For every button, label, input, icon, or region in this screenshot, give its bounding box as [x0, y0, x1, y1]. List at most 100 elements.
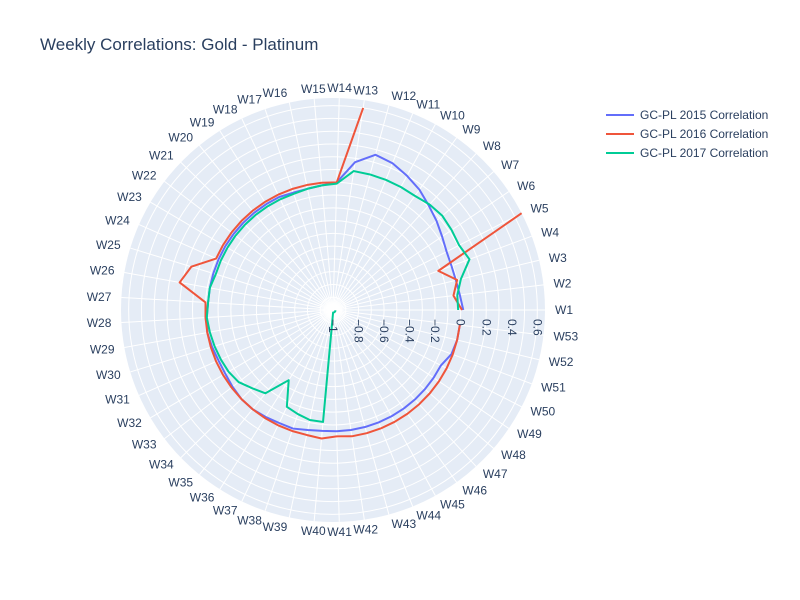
- angular-gridline: [150, 201, 334, 311]
- angular-tick-label: W14: [327, 81, 352, 95]
- angular-tick-label: W34: [149, 458, 174, 472]
- series-line: [178, 107, 523, 440]
- angular-tick-label: W22: [132, 168, 157, 182]
- angular-tick-label: W40: [301, 524, 326, 538]
- angular-tick-label: W4: [541, 226, 559, 240]
- angular-gridline: [121, 296, 334, 311]
- legend-item: GC-PL 2016 Correlation: [606, 127, 768, 141]
- angular-tick-label: W29: [90, 342, 115, 356]
- angular-tick-label: W32: [117, 416, 142, 430]
- angular-gridline: [332, 309, 540, 361]
- angular-tick-label: W16: [263, 86, 288, 100]
- angular-tick-label: W24: [105, 214, 130, 228]
- legend-label: GC-PL 2016 Correlation: [640, 127, 768, 141]
- angular-tick-label: W33: [132, 438, 157, 452]
- legend-item: GC-PL 2017 Correlation: [606, 146, 768, 160]
- angular-gridline: [150, 309, 334, 419]
- series-line: [205, 170, 471, 423]
- angular-gridline: [121, 309, 334, 324]
- angular-tick-label: W21: [149, 148, 174, 162]
- angular-gridline: [332, 309, 494, 449]
- angular-gridline: [332, 309, 457, 483]
- angular-gridline: [124, 272, 334, 311]
- angular-tick-label: W47: [483, 467, 508, 481]
- angular-gridline: [332, 259, 540, 311]
- angular-gridline: [332, 309, 390, 515]
- angular-tick-label: W44: [416, 509, 441, 523]
- angular-tick-label: W26: [90, 264, 115, 278]
- angular-gridline: [124, 309, 334, 348]
- angular-tick-label: W10: [440, 109, 465, 123]
- angular-gridline: [332, 100, 365, 311]
- angular-tick-label: W53: [553, 329, 578, 343]
- angular-gridline: [332, 309, 365, 520]
- angular-gridline: [332, 98, 340, 311]
- angular-gridline: [219, 130, 334, 311]
- series-gc-pl-2017-correlation: [205, 170, 471, 423]
- angular-gridline: [313, 98, 334, 311]
- angular-gridline: [332, 191, 510, 311]
- radial-tick-label: 0: [454, 319, 468, 326]
- tick-layer: W1W2W3W4W5W6W7W8W9W10W11W12W13W14W15W16W…: [87, 81, 579, 539]
- radial-tick-label: 0.4: [505, 319, 519, 336]
- angular-gridline: [332, 137, 457, 311]
- legend-item: GC-PL 2015 Correlation: [606, 108, 768, 122]
- angular-gridline: [332, 309, 532, 385]
- angular-tick-label: W25: [96, 238, 121, 252]
- radial-tick-label: 0.2: [479, 319, 493, 336]
- angular-tick-label: W52: [549, 355, 574, 369]
- angular-gridline: [332, 212, 522, 311]
- angular-gridline: [288, 102, 334, 311]
- angular-tick-label: W36: [190, 491, 215, 505]
- radial-tick-label: −0.4: [403, 319, 417, 343]
- angular-gridline: [332, 309, 522, 408]
- angular-tick-label: W51: [541, 380, 566, 394]
- angular-tick-label: W48: [501, 448, 526, 462]
- angular-gridline: [138, 309, 334, 396]
- angular-tick-label: W6: [517, 179, 535, 193]
- angular-gridline: [264, 109, 334, 311]
- angular-gridline: [130, 309, 334, 373]
- angular-gridline: [241, 118, 334, 311]
- angular-gridline: [332, 124, 436, 311]
- angular-gridline: [332, 235, 532, 311]
- radial-tick-label: −0.8: [352, 319, 366, 343]
- angular-tick-label: W43: [392, 517, 417, 531]
- angular-tick-label: W12: [392, 89, 417, 103]
- angular-tick-label: W19: [190, 115, 215, 129]
- legend: GC-PL 2015 Correlation GC-PL 2016 Correla…: [606, 108, 768, 160]
- angular-gridline: [332, 171, 494, 311]
- angular-gridline: [332, 309, 510, 429]
- angular-tick-label: W7: [501, 158, 519, 172]
- angular-tick-label: W38: [237, 513, 262, 527]
- angular-gridline: [332, 284, 544, 311]
- angular-gridline: [332, 309, 544, 336]
- angular-gridline: [332, 113, 414, 311]
- angular-tick-label: W18: [213, 103, 238, 117]
- angular-tick-label: W30: [96, 368, 121, 382]
- angular-gridline: [164, 309, 334, 440]
- radial-tick-label: 0.6: [530, 319, 544, 336]
- angular-gridline: [332, 309, 414, 507]
- angular-tick-label: W35: [168, 475, 193, 489]
- angular-tick-label: W15: [301, 82, 326, 96]
- angular-tick-label: W50: [531, 404, 556, 418]
- angular-tick-label: W37: [213, 503, 238, 517]
- chart-title: Weekly Correlations: Gold - Platinum: [40, 35, 318, 54]
- angular-gridline: [138, 224, 334, 311]
- angular-tick-label: W49: [517, 427, 542, 441]
- angular-tick-label: W42: [353, 523, 378, 537]
- angular-gridline: [332, 309, 436, 496]
- angular-gridline: [180, 161, 334, 311]
- angular-gridline: [332, 153, 477, 311]
- legend-label: GC-PL 2017 Correlation: [640, 146, 768, 160]
- traces-layer: [178, 107, 523, 440]
- angular-tick-label: W3: [549, 251, 567, 265]
- angular-gridline: [264, 309, 334, 511]
- angular-tick-label: W13: [353, 83, 378, 97]
- angular-gridline: [332, 309, 340, 522]
- angular-tick-label: W9: [462, 123, 480, 137]
- angular-tick-label: W2: [553, 277, 571, 291]
- angular-tick-label: W31: [105, 392, 130, 406]
